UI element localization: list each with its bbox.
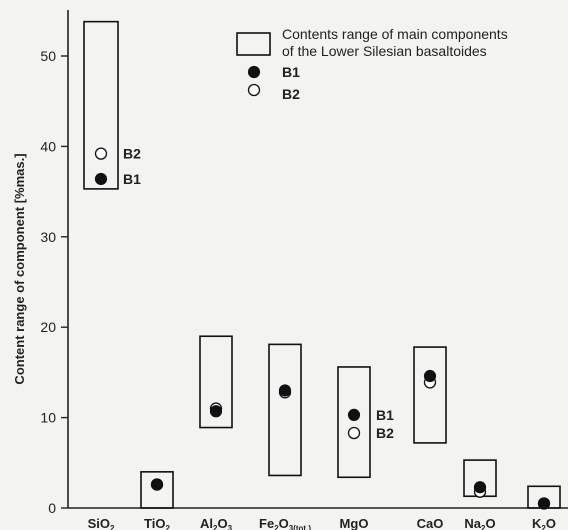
category-label-part: O xyxy=(485,516,495,530)
point-B2-MgO xyxy=(347,426,361,440)
point-B2-SiO2 xyxy=(94,147,108,160)
category-label-sub: 2 xyxy=(165,524,170,530)
legend-b2-marker xyxy=(247,83,261,97)
range-box-Al2O3 xyxy=(199,335,233,429)
category-label-K2O: K2O xyxy=(532,516,556,530)
range-box-MgO xyxy=(337,366,371,479)
category-label-part: O xyxy=(279,516,289,530)
y-tick-label-20: 20 xyxy=(40,319,56,335)
range-box-Fe2O3(tot.) xyxy=(268,343,302,477)
point-B1-SiO2 xyxy=(94,172,108,186)
point-B1-Fe2O3(tot.) xyxy=(278,384,292,397)
range-box-TiO2 xyxy=(140,471,174,509)
category-label-sub: 2 xyxy=(541,524,546,530)
category-label-part: MgO xyxy=(340,516,369,530)
axes: 0 10 20 30 40 50 Content range of component [%… xyxy=(12,10,568,530)
point-B1-CaO xyxy=(423,369,437,383)
y-axis-label: Content range of component [%mas.] xyxy=(12,153,27,384)
y-tick-label-30: 30 xyxy=(40,229,56,245)
y-tick-label-50: 50 xyxy=(40,48,56,64)
category-label-part: Na xyxy=(464,516,481,530)
legend-range-label-line1: Contents range of main components xyxy=(282,26,508,42)
category-label-sub: 3(tot.) xyxy=(289,524,312,530)
legend-b2-label: B2 xyxy=(282,86,300,102)
point-B1-Al2O3 xyxy=(209,405,223,418)
point-B1-TiO2 xyxy=(150,478,164,491)
category-label-part: Fe xyxy=(259,516,274,530)
category-label-SiO2: SiO2 xyxy=(88,516,115,530)
legend-b1-marker xyxy=(247,65,261,79)
category-label-part: CaO xyxy=(417,516,444,530)
category-label-Fe2O3(tot.): Fe2O3(tot.) xyxy=(259,516,311,530)
annotation-B1-MgO: B1 xyxy=(376,407,394,423)
range-box-CaO xyxy=(413,346,447,444)
category-label-MgO: MgO xyxy=(340,516,369,530)
legend-range-swatch xyxy=(236,32,271,56)
category-label-sub: 2 xyxy=(110,524,115,530)
legend-range-label-line2: of the Lower Silesian basaltoides xyxy=(282,43,487,59)
category-label-CaO: CaO xyxy=(417,516,444,530)
category-label-sub: 2 xyxy=(481,524,486,530)
annotations: B2 B1 B1 B2 xyxy=(123,146,394,441)
category-label-part: O xyxy=(546,516,556,530)
annotation-B2-MgO: B2 xyxy=(376,425,394,441)
annotation-B1-SiO2: B1 xyxy=(123,171,141,187)
y-tick-label-40: 40 xyxy=(40,138,56,154)
legend-b1-label: B1 xyxy=(282,64,300,80)
point-B1-MgO xyxy=(347,408,361,421)
category-label-sub: 3 xyxy=(228,524,233,530)
category-label-part: SiO xyxy=(88,516,110,530)
category-label-sub: 2 xyxy=(274,524,279,530)
category-label-sub: 2 xyxy=(213,524,218,530)
category-label-Al2O3: Al2O3 xyxy=(200,516,233,530)
point-B1-K2O xyxy=(537,497,551,510)
category-label-part: TiO xyxy=(144,516,165,530)
range-box-SiO2 xyxy=(83,20,119,190)
range-boxes xyxy=(83,20,561,509)
data-points xyxy=(94,147,551,510)
category-label-part: K xyxy=(532,516,542,530)
category-label-part: Al xyxy=(200,516,213,530)
annotation-B2-SiO2: B2 xyxy=(123,146,141,162)
category-label-part: O xyxy=(217,516,227,530)
y-tick-label-10: 10 xyxy=(40,410,56,426)
point-B1-Na2O xyxy=(473,481,487,494)
y-tick-label-0: 0 xyxy=(48,500,56,516)
category-label-Na2O: Na2O xyxy=(464,516,495,530)
category-label-TiO2: TiO2 xyxy=(144,516,170,530)
